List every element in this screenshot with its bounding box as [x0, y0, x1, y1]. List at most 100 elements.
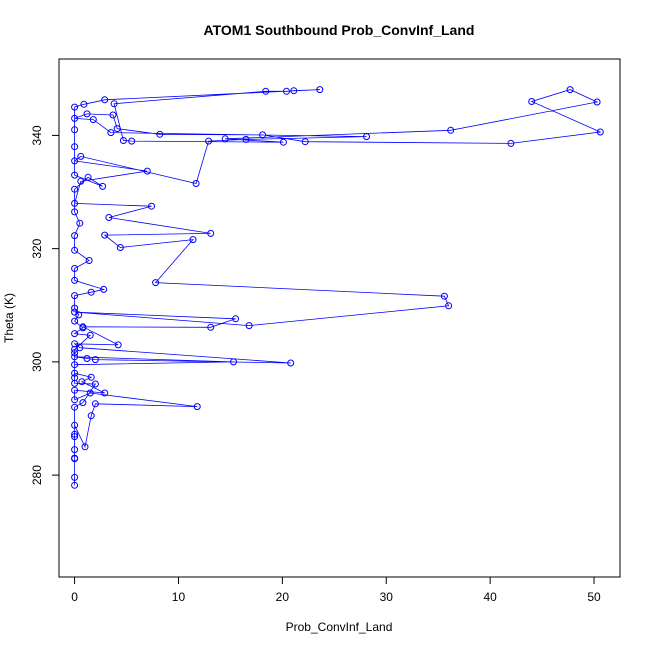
data-point — [80, 100, 88, 108]
data-point — [290, 87, 298, 95]
data-point — [79, 324, 87, 332]
data-point — [507, 139, 515, 147]
data-point — [189, 236, 197, 244]
data-point — [71, 199, 79, 207]
data-point — [71, 369, 79, 377]
y-axis-label: Theta (K) — [2, 293, 16, 343]
series-line — [73, 89, 602, 486]
data-point — [71, 361, 79, 369]
data-point — [593, 98, 601, 106]
y-tick-label: 320 — [30, 238, 44, 258]
data-point — [445, 302, 453, 310]
data-point — [245, 322, 253, 330]
data-point — [242, 135, 250, 143]
data-point — [71, 386, 79, 394]
data-point — [316, 86, 324, 94]
data-point — [87, 373, 95, 381]
data-point — [91, 356, 99, 364]
data-point — [71, 232, 79, 240]
data-point — [87, 288, 95, 296]
data-point — [114, 341, 122, 349]
data-point — [152, 279, 160, 287]
data-point — [107, 129, 115, 137]
data-point — [528, 98, 536, 105]
data-point — [128, 137, 136, 145]
data-point — [71, 353, 79, 361]
data-point — [148, 202, 155, 210]
data-point — [71, 433, 79, 441]
data-point — [71, 349, 79, 357]
data-point — [71, 185, 79, 193]
data-point — [156, 130, 164, 138]
data-point — [75, 311, 83, 319]
data-point — [232, 315, 240, 323]
data-point — [109, 111, 117, 119]
data-point — [192, 180, 200, 187]
data-point — [71, 265, 79, 272]
x-tick-label: 0 — [71, 590, 78, 604]
data-point — [566, 86, 574, 94]
data-point — [71, 143, 79, 151]
data-point — [77, 152, 85, 160]
plot-marks — [71, 86, 604, 489]
data-point — [193, 403, 201, 411]
data-point — [283, 87, 290, 95]
data-point — [596, 128, 604, 136]
x-axis-label: Prob_ConvInf_Land — [286, 620, 393, 634]
x-tick-label: 10 — [172, 590, 186, 604]
data-point — [71, 157, 79, 165]
data-point — [79, 399, 87, 407]
x-axis: 0 10 20 30 40 50 — [71, 576, 601, 604]
data-point — [113, 125, 121, 133]
data-point — [71, 345, 79, 353]
data-point — [287, 359, 295, 367]
data-point — [71, 208, 79, 216]
data-point — [101, 96, 109, 104]
data-point — [78, 378, 86, 386]
data-point — [71, 304, 79, 312]
data-point — [207, 229, 215, 237]
data-point — [81, 443, 89, 451]
data-point — [101, 231, 109, 239]
x-tick-label: 40 — [483, 590, 497, 604]
x-tick-label: 20 — [276, 590, 290, 604]
data-point — [84, 173, 92, 181]
data-point — [230, 358, 237, 366]
data-point — [83, 110, 91, 118]
x-tick-label: 30 — [380, 590, 394, 604]
data-point — [71, 446, 79, 454]
data-point — [85, 257, 93, 264]
y-tick-label: 280 — [30, 465, 44, 485]
data-point — [101, 389, 109, 397]
data-point — [87, 412, 95, 420]
x-tick-label: 50 — [587, 590, 601, 604]
data-point — [71, 396, 79, 404]
data-point — [86, 331, 94, 339]
plot-frame — [58, 58, 621, 578]
data-point — [83, 355, 91, 362]
data-point — [301, 138, 309, 146]
data-point — [71, 126, 79, 134]
data-point — [76, 219, 84, 227]
data-point — [221, 135, 229, 143]
data-point — [91, 380, 99, 388]
data-point — [262, 87, 270, 95]
data-point — [259, 131, 267, 139]
data-point — [116, 244, 124, 251]
data-point — [447, 126, 455, 134]
data-point — [207, 323, 215, 331]
data-point — [71, 421, 79, 429]
data-point — [71, 103, 79, 111]
data-point — [105, 214, 113, 221]
data-point — [205, 137, 213, 145]
y-tick-label: 300 — [30, 352, 44, 372]
data-point — [100, 285, 108, 293]
data-point — [71, 317, 79, 325]
data-point — [71, 171, 79, 179]
data-point — [71, 481, 79, 489]
data-point — [91, 400, 99, 408]
data-point — [71, 292, 79, 300]
data-point — [71, 430, 79, 438]
y-tick-label: 340 — [30, 125, 44, 145]
